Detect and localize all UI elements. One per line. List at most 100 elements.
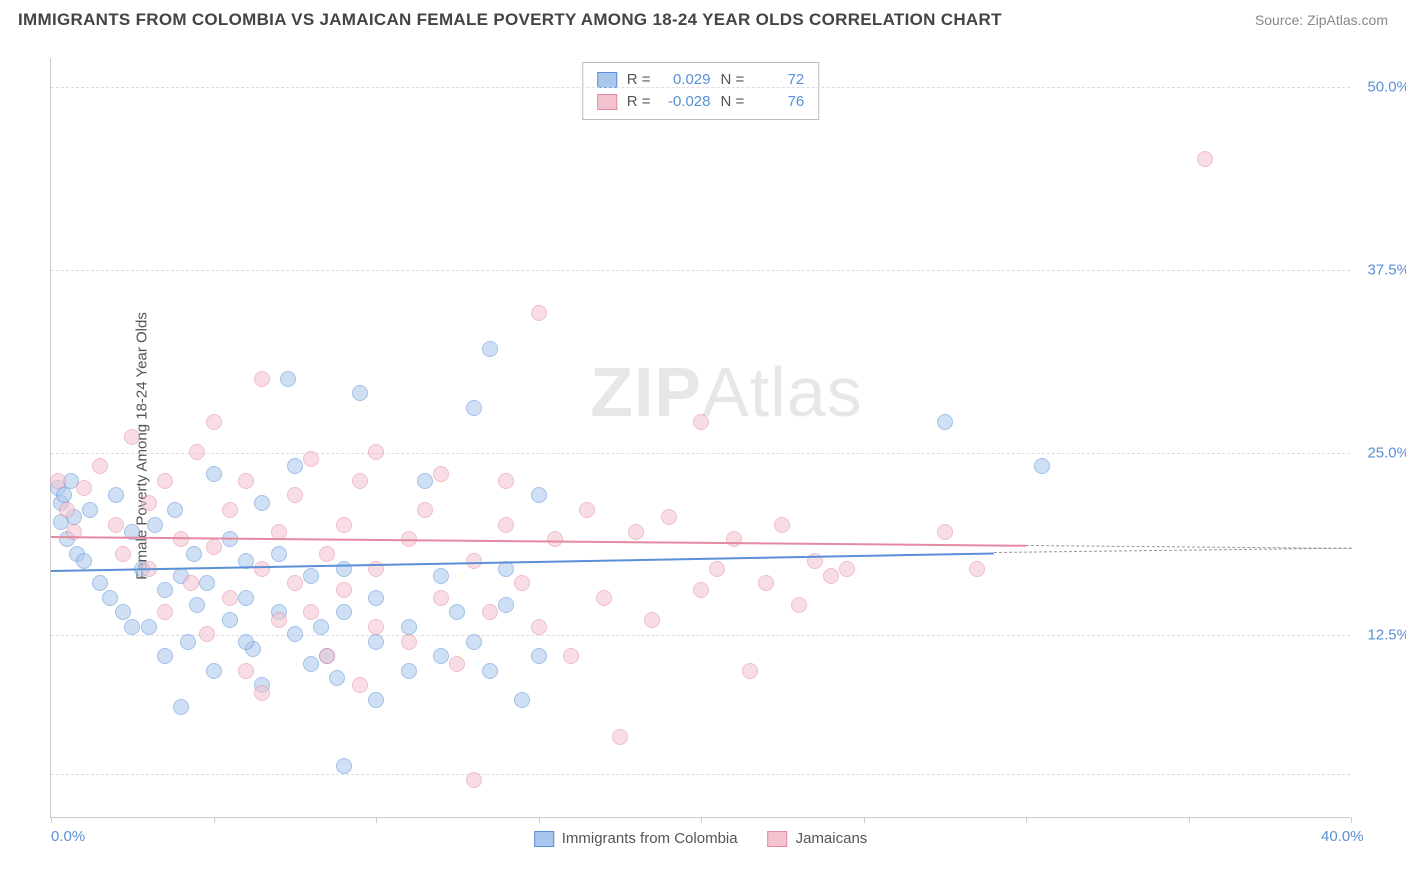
scatter-point xyxy=(579,502,595,518)
scatter-point xyxy=(238,473,254,489)
scatter-point xyxy=(189,444,205,460)
scatter-point xyxy=(336,582,352,598)
scatter-point xyxy=(547,531,563,547)
scatter-point xyxy=(352,385,368,401)
scatter-point xyxy=(173,699,189,715)
scatter-point xyxy=(368,619,384,635)
scatter-point xyxy=(280,371,296,387)
scatter-point xyxy=(401,663,417,679)
grid-line xyxy=(51,270,1350,271)
scatter-point xyxy=(287,458,303,474)
scatter-point xyxy=(433,648,449,664)
scatter-point xyxy=(180,634,196,650)
scatter-point xyxy=(206,539,222,555)
scatter-point xyxy=(173,531,189,547)
scatter-point xyxy=(287,487,303,503)
scatter-point xyxy=(76,480,92,496)
scatter-point xyxy=(498,517,514,533)
scatter-point xyxy=(352,473,368,489)
scatter-point xyxy=(141,619,157,635)
watermark: ZIPAtlas xyxy=(590,352,863,432)
scatter-point xyxy=(82,502,98,518)
scatter-point xyxy=(157,582,173,598)
x-tick-mark xyxy=(864,817,865,823)
scatter-point xyxy=(482,604,498,620)
scatter-point xyxy=(433,568,449,584)
scatter-point xyxy=(336,517,352,533)
scatter-point xyxy=(303,451,319,467)
scatter-point xyxy=(823,568,839,584)
source-attribution: Source: ZipAtlas.com xyxy=(1255,12,1388,28)
scatter-point xyxy=(758,575,774,591)
scatter-point xyxy=(563,648,579,664)
scatter-point xyxy=(108,517,124,533)
scatter-point xyxy=(167,502,183,518)
scatter-point xyxy=(417,502,433,518)
scatter-point xyxy=(124,429,140,445)
scatter-point xyxy=(466,400,482,416)
scatter-point xyxy=(433,466,449,482)
scatter-point xyxy=(644,612,660,628)
scatter-point xyxy=(157,604,173,620)
scatter-point xyxy=(336,561,352,577)
scatter-point xyxy=(368,692,384,708)
grid-line xyxy=(51,774,1350,775)
scatter-point xyxy=(206,663,222,679)
scatter-point xyxy=(482,663,498,679)
scatter-point xyxy=(466,772,482,788)
scatter-point xyxy=(417,473,433,489)
swatch-series2 xyxy=(768,831,788,847)
scatter-point xyxy=(303,656,319,672)
swatch-series1 xyxy=(597,72,617,88)
scatter-point xyxy=(254,495,270,511)
grid-line xyxy=(51,453,1350,454)
chart-title: IMMIGRANTS FROM COLOMBIA VS JAMAICAN FEM… xyxy=(18,10,1002,30)
scatter-point xyxy=(102,590,118,606)
scatter-point xyxy=(157,473,173,489)
scatter-point xyxy=(254,371,270,387)
trend-line-dashed xyxy=(1026,545,1351,549)
scatter-point xyxy=(774,517,790,533)
y-tick-label: 25.0% xyxy=(1367,444,1406,461)
scatter-point xyxy=(661,509,677,525)
stats-row-series2: R = -0.028 N = 76 xyxy=(597,91,805,113)
scatter-point xyxy=(791,597,807,613)
legend-item-series1: Immigrants from Colombia xyxy=(534,830,738,847)
x-tick-mark xyxy=(1026,817,1027,823)
scatter-point xyxy=(449,656,465,672)
scatter-point xyxy=(709,561,725,577)
x-tick-label: 40.0% xyxy=(1321,828,1364,845)
scatter-point xyxy=(238,590,254,606)
scatter-point xyxy=(50,473,66,489)
scatter-point xyxy=(596,590,612,606)
scatter-point xyxy=(222,502,238,518)
scatter-point xyxy=(368,634,384,650)
scatter-point xyxy=(319,648,335,664)
scatter-point xyxy=(199,626,215,642)
scatter-point xyxy=(514,692,530,708)
correlation-stats-box: R = 0.029 N = 72 R = -0.028 N = 76 xyxy=(582,62,820,120)
scatter-point xyxy=(449,604,465,620)
scatter-point xyxy=(59,502,75,518)
x-tick-mark xyxy=(214,817,215,823)
scatter-point xyxy=(742,663,758,679)
scatter-point xyxy=(287,626,303,642)
scatter-point xyxy=(937,524,953,540)
scatter-point xyxy=(329,670,345,686)
scatter-point xyxy=(401,634,417,650)
scatter-point xyxy=(313,619,329,635)
scatter-point xyxy=(937,414,953,430)
scatter-point xyxy=(352,677,368,693)
scatter-chart: ZIPAtlas R = 0.029 N = 72 R = -0.028 N =… xyxy=(50,58,1350,818)
scatter-point xyxy=(206,414,222,430)
scatter-point xyxy=(336,758,352,774)
scatter-point xyxy=(303,604,319,620)
swatch-series1 xyxy=(534,831,554,847)
scatter-point xyxy=(271,546,287,562)
legend: Immigrants from Colombia Jamaicans xyxy=(534,830,868,847)
scatter-point xyxy=(199,575,215,591)
swatch-series2 xyxy=(597,94,617,110)
scatter-point xyxy=(726,531,742,547)
scatter-point xyxy=(254,561,270,577)
scatter-point xyxy=(531,305,547,321)
